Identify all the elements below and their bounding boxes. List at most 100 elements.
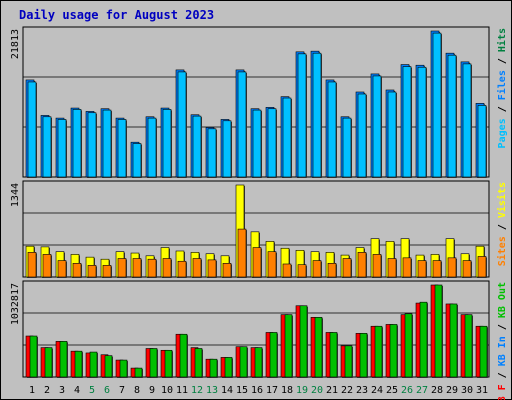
bar-sites: [207, 259, 217, 278]
x-tick-label: 29: [446, 385, 458, 396]
x-tick-label: 14: [221, 385, 233, 396]
bar-pages: [327, 81, 337, 178]
bar-sites: [462, 260, 472, 278]
bar-kb-out: [74, 350, 83, 378]
bar-kb-out: [29, 335, 38, 378]
x-tick-label: 23: [356, 385, 368, 396]
x-tick-label: 21: [326, 385, 338, 396]
x-tick-label: 15: [236, 385, 248, 396]
bar-kb-out: [344, 345, 353, 378]
x-tick-label: 19: [296, 385, 308, 396]
bar-pages: [342, 117, 352, 178]
bar-sites: [297, 264, 307, 278]
x-tick-label: 31: [476, 385, 488, 396]
x-tick-label: 27: [416, 385, 428, 396]
x-tick-label: 7: [119, 385, 125, 396]
bar-sites: [192, 258, 202, 278]
bar-pages: [42, 116, 52, 178]
bar-kb-out: [374, 325, 383, 378]
bar-sites: [432, 260, 442, 278]
bar-kb-out: [314, 317, 323, 378]
bar-sites: [222, 263, 232, 278]
x-tick-label: 11: [176, 385, 188, 396]
x-tick-label: 30: [461, 385, 473, 396]
legend-entry: Visits: [496, 182, 508, 218]
x-tick-label: 4: [74, 385, 80, 396]
bar-sites: [372, 254, 382, 278]
x-tick-label: 2: [44, 385, 50, 396]
bar-sites: [357, 252, 367, 278]
bar-pages: [207, 128, 217, 178]
x-tick-label: 8: [134, 385, 140, 396]
bar-pages: [177, 71, 187, 178]
legend-entry: KB In: [497, 336, 508, 366]
bar-kb-out: [389, 324, 398, 378]
bar-sites: [57, 260, 67, 278]
bar-pages: [27, 81, 37, 178]
bar-kb-out: [89, 351, 98, 378]
bar-kb-out: [299, 305, 308, 378]
legend-entry: KB F: [497, 384, 508, 400]
bar-sites: [117, 258, 127, 278]
bar-pages: [222, 120, 232, 178]
legend-entry: Sites: [496, 236, 508, 266]
bar-pages: [417, 66, 427, 178]
bar-kb-out: [284, 314, 293, 378]
x-tick-label: 10: [161, 385, 173, 396]
bar-pages: [312, 52, 322, 178]
legend-entry: /: [497, 52, 508, 70]
legend-entry: Files: [496, 70, 508, 100]
bar-sites: [27, 252, 37, 278]
bar-kb-out: [224, 357, 233, 378]
bar-sites: [87, 265, 97, 278]
x-tick-label: 28: [431, 385, 443, 396]
y-max-label: 1344: [10, 183, 21, 207]
y-max-label: 1032817: [10, 283, 21, 325]
bar-pages: [237, 71, 247, 178]
bar-sites: [147, 258, 157, 278]
bar-kb-out: [464, 314, 473, 378]
bar-sites: [387, 258, 397, 278]
legend-entry: /: [497, 218, 508, 236]
legend-entry: /: [497, 100, 508, 118]
x-tick-label: 3: [59, 385, 65, 396]
x-tick-label: 5: [89, 385, 95, 396]
bar-sites: [102, 265, 112, 278]
bar-pages: [387, 91, 397, 178]
bar-pages: [462, 63, 472, 178]
panel-visits-sites: 1344 Sites / Visits: [10, 180, 508, 278]
bar-kb-out: [329, 332, 338, 378]
bar-kb-out: [269, 332, 278, 378]
bar-pages: [192, 115, 202, 178]
bar-kb-out: [44, 347, 53, 378]
bar-kb-out: [104, 355, 113, 378]
bar-pages: [372, 75, 382, 178]
bar-sites: [162, 258, 172, 278]
x-tick-label: 26: [401, 385, 413, 396]
bar-kb-out: [239, 346, 248, 378]
bar-pages: [357, 93, 367, 178]
x-tick-label: 13: [206, 385, 218, 396]
legend: Pages / Files / Hits: [496, 28, 508, 148]
bar-pages: [87, 112, 97, 178]
bar-pages: [447, 54, 457, 178]
bar-kb-out: [164, 349, 173, 378]
x-tick-label: 16: [251, 385, 263, 396]
legend-entry: Hits: [496, 28, 508, 52]
bar-pages: [102, 109, 112, 178]
bar-pages: [477, 105, 487, 178]
bar-pages: [147, 117, 157, 178]
x-tick-label: 18: [281, 385, 293, 396]
bar-kb-out: [434, 284, 443, 378]
bar-kb-out: [209, 358, 218, 378]
bar-kb-out: [179, 333, 188, 378]
bar-pages: [282, 97, 292, 178]
bar-sites: [342, 258, 352, 278]
bar-pages: [252, 109, 262, 178]
bar-kb-out: [419, 301, 428, 378]
bar-sites: [447, 257, 457, 278]
legend-entry: KB Out: [497, 282, 508, 318]
legend-entry: Pages: [497, 118, 508, 148]
bar-kb-out: [119, 359, 128, 378]
bar-pages: [132, 143, 142, 178]
